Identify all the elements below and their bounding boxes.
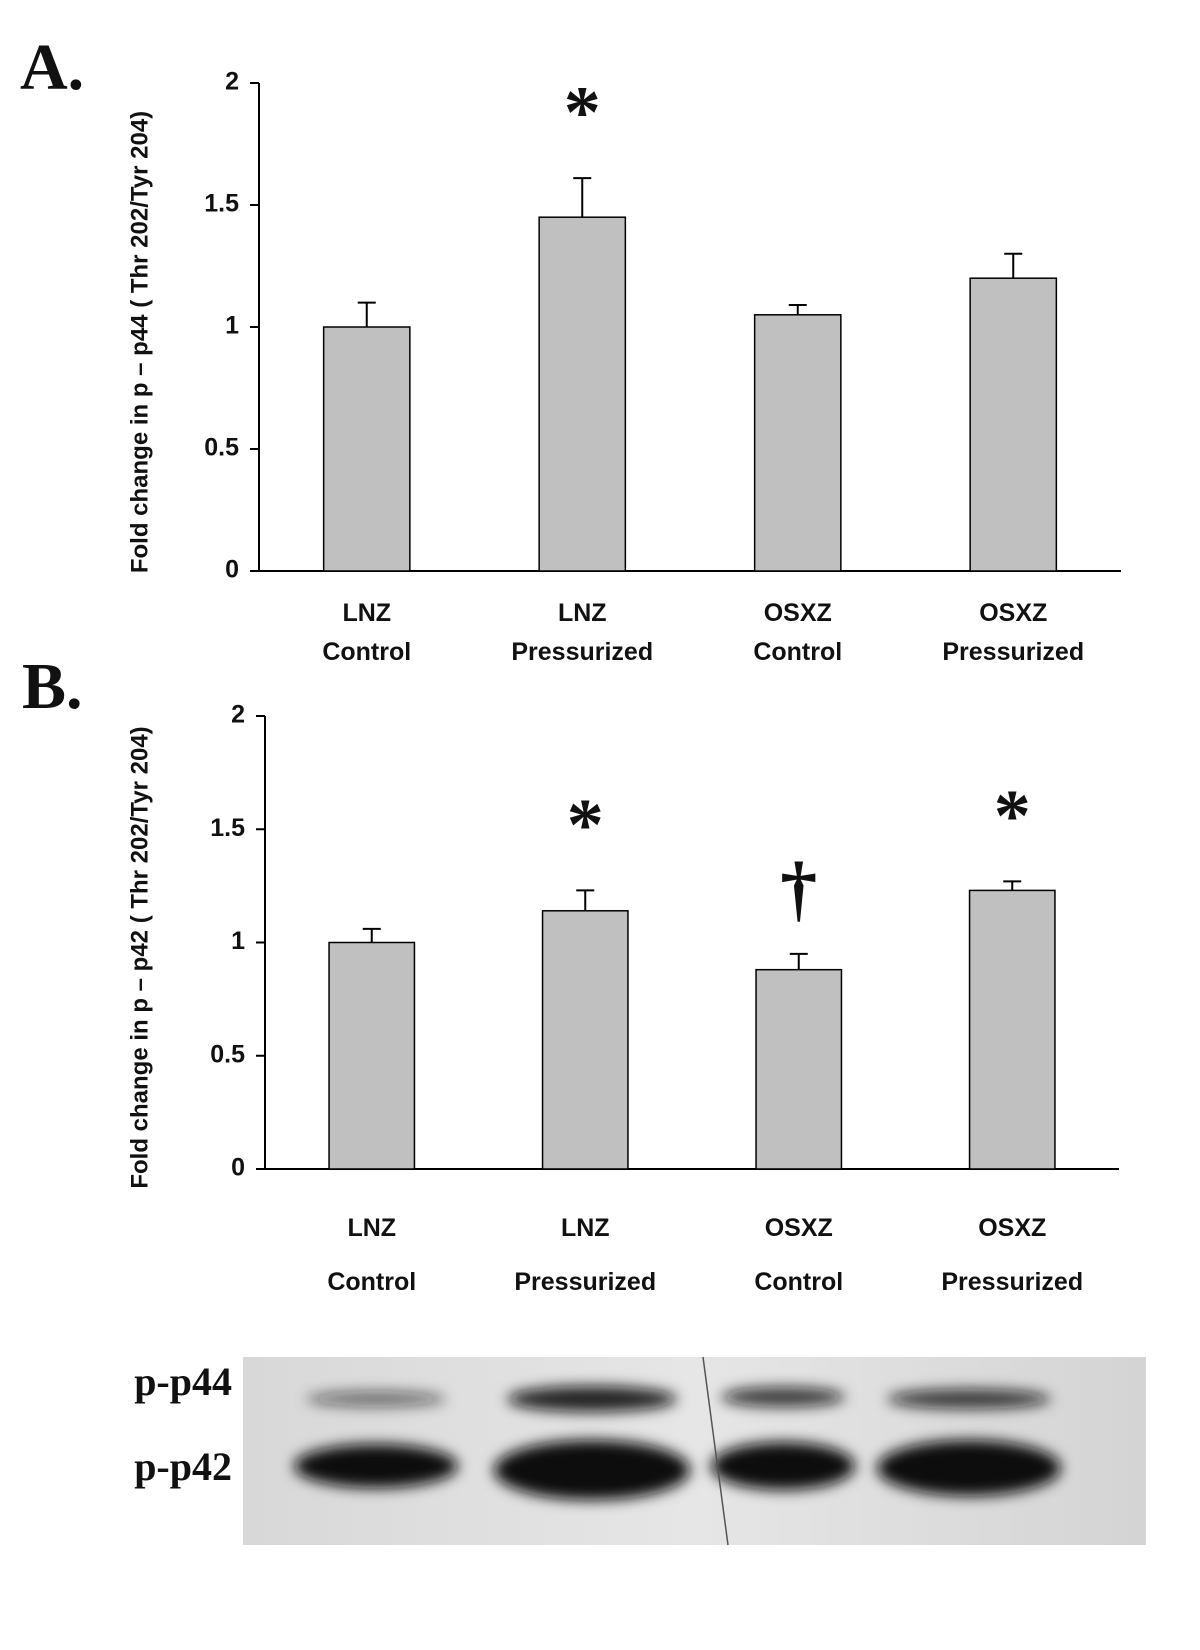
blot-label: p-p42 <box>134 1444 232 1489</box>
bar <box>969 277 1058 572</box>
y-tick-label: 1 <box>225 312 239 340</box>
x-tick-label: LNZ Control <box>322 599 411 666</box>
significance-marker: † <box>780 848 817 930</box>
y-tick-label: 2 <box>231 701 245 729</box>
y-tick-label: 1.5 <box>204 190 239 218</box>
x-tick-label: LNZ Pressurized <box>514 1214 656 1296</box>
x-tick-label: OSXZ Pressurized <box>941 1214 1083 1296</box>
x-tick-label: OSXZ Control <box>753 599 842 666</box>
panel-label: A. <box>20 31 84 104</box>
bar <box>753 314 842 572</box>
x-tick-label: LNZ Control <box>327 1214 416 1296</box>
y-tick-label: 0 <box>231 1154 245 1182</box>
significance-marker: * <box>994 775 1031 857</box>
bar <box>538 216 627 572</box>
y-tick-label: 1.5 <box>210 814 245 842</box>
bar <box>968 889 1056 1170</box>
panel-label: B. <box>22 650 83 723</box>
y-tick-label: 0.5 <box>210 1040 245 1068</box>
bar <box>328 941 416 1170</box>
y-tick-label: 0 <box>225 556 239 584</box>
y-axis-label: Fold change in p – p44 ( Thr 202/Tyr 204… <box>126 111 153 573</box>
y-tick-label: 2 <box>225 68 239 96</box>
blot-label: p-p44 <box>134 1359 232 1404</box>
x-tick-label: LNZ Pressurized <box>511 599 653 666</box>
bar <box>541 910 629 1170</box>
significance-marker: * <box>564 72 601 154</box>
y-axis-label: Fold change in p – p42 ( Thr 202/Tyr 204… <box>126 726 153 1188</box>
western-blot <box>243 1356 1146 1546</box>
x-tick-label: OSXZ Pressurized <box>942 599 1084 666</box>
significance-marker: * <box>567 784 604 866</box>
y-tick-label: 1 <box>231 927 245 955</box>
bar <box>755 968 843 1170</box>
x-tick-label: OSXZ Control <box>754 1214 843 1296</box>
bar <box>322 326 411 572</box>
y-tick-label: 0.5 <box>204 434 239 462</box>
